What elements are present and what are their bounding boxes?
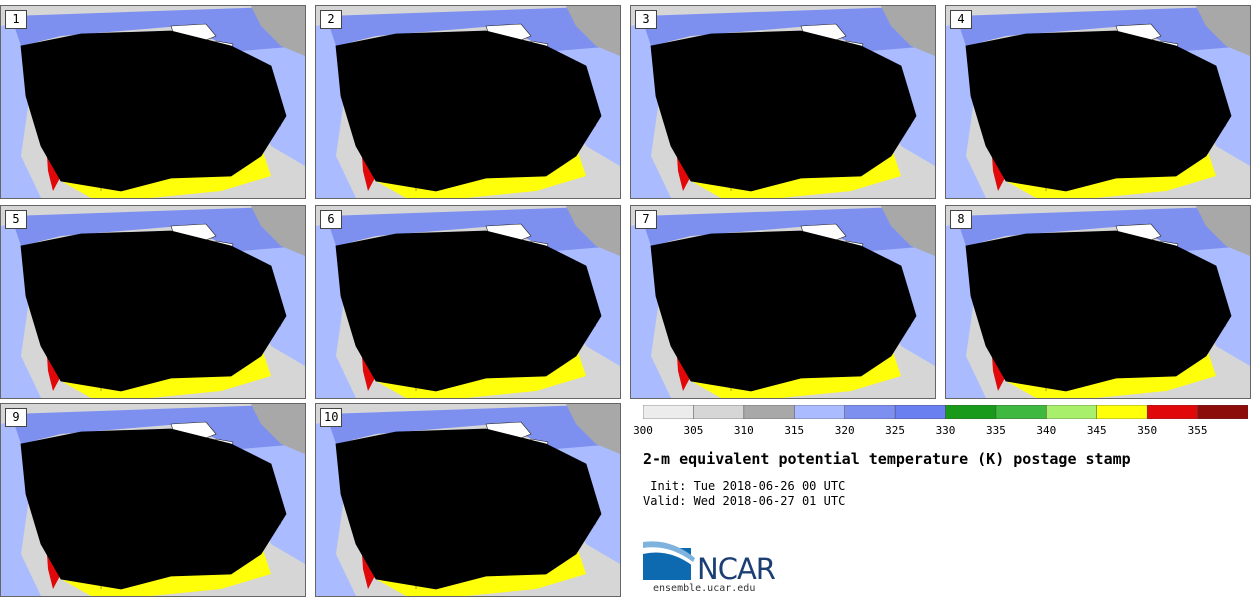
map-image — [316, 206, 620, 398]
member-label: 8 — [950, 210, 972, 229]
member-label: 6 — [320, 210, 342, 229]
map-image — [631, 206, 935, 398]
colorbar — [643, 405, 1248, 419]
member-label: 3 — [635, 10, 657, 29]
member-label: 10 — [320, 408, 343, 427]
colorbar-tick-label: 325 — [885, 424, 906, 437]
colorbar-bin — [794, 405, 846, 419]
member-panel: 9 — [0, 403, 306, 597]
colorbar-bin — [1046, 405, 1098, 419]
map-image — [631, 6, 935, 198]
member-panel: 2 — [315, 5, 621, 199]
colorbar-tick-label: 330 — [935, 424, 956, 437]
colorbar-tick-label: 345 — [1086, 424, 1107, 437]
colorbar-bin — [1197, 405, 1248, 419]
init-time: Init: Tue 2018-06-26 00 UTC — [643, 479, 846, 493]
colorbar-tick-label: 350 — [1137, 424, 1158, 437]
colorbar-tick-label: 340 — [1036, 424, 1057, 437]
colorbar-bin — [844, 405, 896, 419]
member-label: 5 — [5, 210, 27, 229]
valid-time: Valid: Wed 2018-06-27 01 UTC — [643, 494, 846, 508]
member-label: 2 — [320, 10, 342, 29]
colorbar-tick-label: 355 — [1187, 424, 1208, 437]
colorbar-bin — [743, 405, 795, 419]
map-image — [946, 206, 1250, 398]
member-panel: 10 — [315, 403, 621, 597]
member-label: 4 — [950, 10, 972, 29]
colorbar-bin — [995, 405, 1048, 419]
colorbar-bin — [945, 405, 997, 419]
member-panel: 3 — [630, 5, 936, 199]
ncar-logo-text: NCAR — [697, 552, 776, 586]
member-label: 9 — [5, 408, 27, 427]
member-label: 1 — [5, 10, 27, 29]
map-image — [1, 404, 305, 596]
chart-title: 2-m equivalent potential temperature (K)… — [643, 450, 1131, 468]
map-image — [316, 404, 620, 596]
colorbar-tick-label: 300 — [633, 424, 653, 437]
colorbar-tick-label: 320 — [834, 424, 855, 437]
colorbar-bin — [643, 405, 695, 419]
map-image — [1, 206, 305, 398]
ncar-logo-icon — [643, 541, 695, 580]
member-panel: 7 — [630, 205, 936, 399]
colorbar-bin — [693, 405, 745, 419]
map-image — [946, 6, 1250, 198]
member-label: 7 — [635, 210, 657, 229]
colorbar-tick-label: 310 — [733, 424, 754, 437]
colorbar-bin — [894, 405, 947, 419]
member-panel: 5 — [0, 205, 306, 399]
site-url: ensemble.ucar.edu — [653, 583, 756, 594]
member-panel: 8 — [945, 205, 1251, 399]
member-panel: 6 — [315, 205, 621, 399]
map-image — [316, 6, 620, 198]
colorbar-tick-label: 305 — [683, 424, 704, 437]
colorbar-tick-label: 335 — [985, 424, 1006, 437]
map-image — [1, 6, 305, 198]
member-panel: 1 — [0, 5, 306, 199]
colorbar-bin — [1096, 405, 1148, 419]
member-panel: 4 — [945, 5, 1251, 199]
colorbar-tick-label: 315 — [784, 424, 805, 437]
colorbar-bin — [1146, 405, 1199, 419]
